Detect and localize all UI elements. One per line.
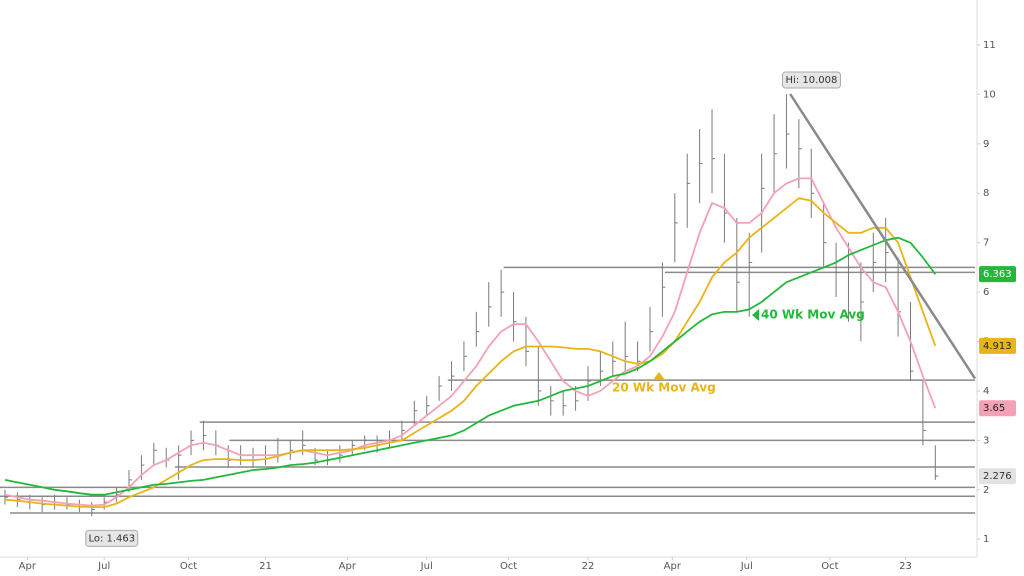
- annotation: 40 Wk Mov Avg: [761, 308, 865, 322]
- annotation: 20 Wk Mov Avg: [612, 381, 716, 395]
- x-tick-label: Apr: [664, 561, 682, 572]
- last-value-box: [979, 400, 1016, 417]
- y-tick-label: 4: [983, 386, 989, 397]
- moving-average-line: [4, 177, 937, 507]
- moving-average-line: [4, 236, 937, 496]
- last-value-label: 2.276: [983, 471, 1012, 482]
- last-value-box: [979, 468, 1016, 485]
- last-value-label: 6.363: [983, 269, 1012, 280]
- last-value-label: 3.65: [983, 403, 1005, 414]
- last-value-label: 4.913: [983, 341, 1012, 352]
- low-label: Lo: 1.463: [88, 533, 135, 544]
- x-tick-label: 23: [899, 561, 912, 572]
- annotation-marker: [752, 309, 759, 321]
- annotation-marker: [653, 372, 665, 380]
- y-tick-label: 9: [983, 139, 989, 150]
- y-tick-label: 7: [983, 238, 989, 249]
- last-value-box: [979, 266, 1016, 283]
- high-label-box: [781, 71, 841, 89]
- x-tick-label: Oct: [821, 561, 838, 572]
- high-label: Hi: 10.008: [786, 75, 838, 86]
- x-tick-label: 22: [582, 561, 595, 572]
- x-tick-label: 21: [259, 561, 272, 572]
- y-tick-label: 8: [983, 188, 989, 199]
- last-value-box: [979, 337, 1016, 354]
- x-tick-label: Oct: [500, 561, 517, 572]
- x-tick-label: Oct: [180, 561, 197, 572]
- y-tick-label: 2: [983, 485, 989, 496]
- trendline: [789, 93, 977, 380]
- x-tick-label: Apr: [19, 561, 37, 572]
- y-tick-label: 6: [983, 287, 989, 298]
- y-tick-label: 11: [983, 40, 996, 51]
- x-tick-label: Jul: [97, 561, 110, 572]
- y-tick-label: 10: [983, 89, 996, 100]
- x-tick-label: Jul: [420, 561, 433, 572]
- y-tick-label: 3: [983, 435, 989, 446]
- x-tick-label: Apr: [339, 561, 357, 572]
- y-tick-label: 1: [983, 534, 989, 545]
- x-tick-label: Jul: [740, 561, 753, 572]
- low-label-box: [85, 529, 139, 547]
